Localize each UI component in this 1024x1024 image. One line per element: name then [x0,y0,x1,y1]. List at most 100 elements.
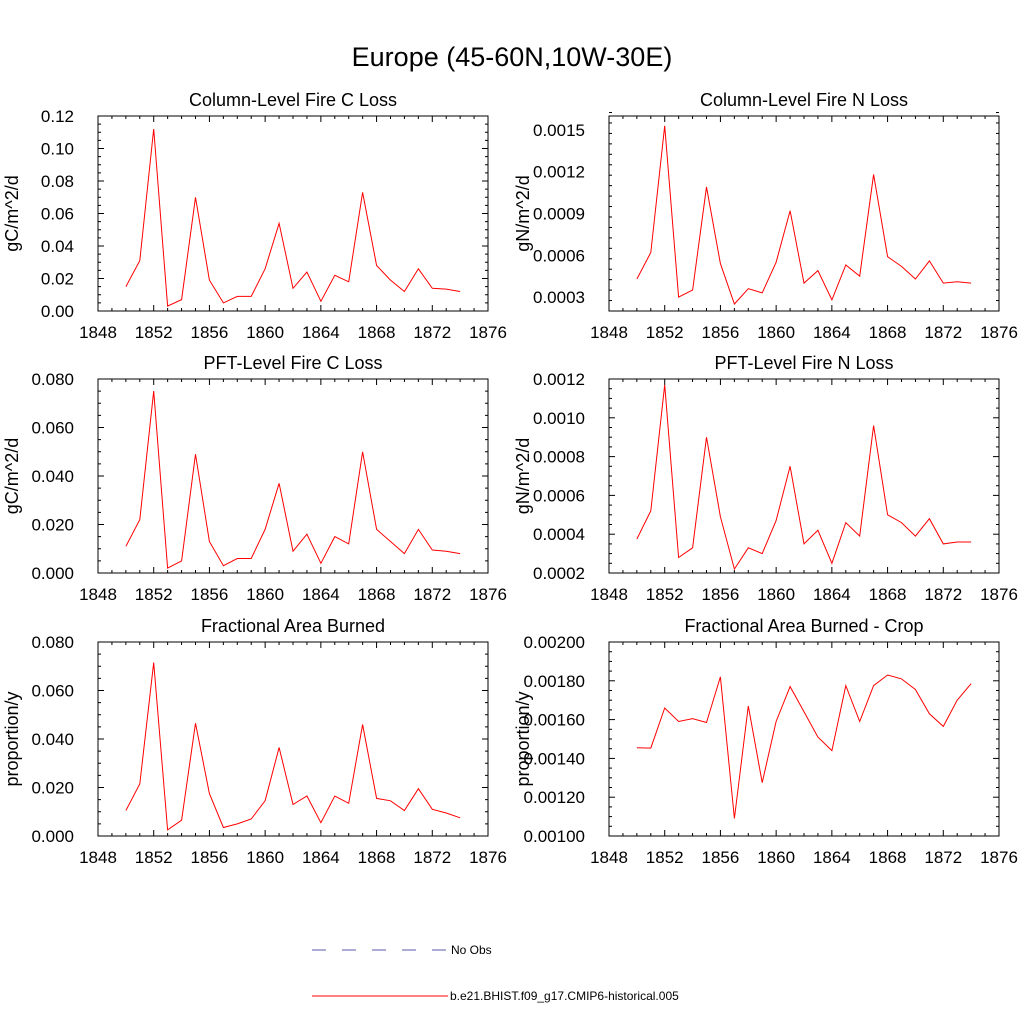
data-point [719,515,722,518]
y-tick-label: 0.0015 [533,121,585,140]
y-tick-label: 0.020 [31,516,74,535]
data-point [719,262,722,265]
y-axis-label: gN/m^2/d [513,438,533,514]
data-point [663,706,666,709]
data-point [236,822,239,825]
data-point [747,546,750,549]
x-tick-label: 1852 [135,585,173,604]
data-point [305,271,308,274]
data-point [236,295,239,298]
data-point [970,540,973,543]
x-tick-label: 1876 [469,848,507,867]
data-point [250,818,253,821]
data-point [858,275,861,278]
y-axis-label: proportion/y [513,691,533,786]
x-tick-label: 1872 [924,323,962,342]
y-tick-label: 0.0009 [533,205,585,224]
y-tick-label: 0.0006 [533,486,585,505]
panels: Column-Level Fire C Loss 1848 1852 1856 1860… [2,90,1018,867]
data-point [844,684,847,687]
data-point [914,688,917,691]
x-tick-label: 1868 [358,585,396,604]
data-point [635,538,638,541]
data-point [970,682,973,685]
data-point [803,710,806,713]
x-tick-label: 1868 [869,848,907,867]
x-tick-label: 1864 [813,848,851,867]
data-point [292,550,295,553]
data-point [333,274,336,277]
y-tick-label: 0.060 [31,419,74,438]
data-point [761,291,764,294]
data-point [333,794,336,797]
legend: No Obs b.e21.BHIST.f09_g17.CMIP6-histori… [312,943,679,1003]
data-point [250,295,253,298]
data-point [361,191,364,194]
x-tick-label: 1848 [79,848,117,867]
data-point [886,255,889,258]
panel-title: Column-Level Fire C Loss [189,90,397,110]
data-point [775,261,778,264]
data-point [942,725,945,728]
data-point [733,817,736,820]
y-tick-label: 0.040 [31,730,74,749]
data-point [389,540,392,543]
y-tick-label: 0.080 [31,370,74,389]
data-point [872,684,875,687]
data-point [333,535,336,538]
data-point [138,259,141,262]
panel-column-level-fire-n-loss: Column-Level Fire N Loss 1848 1852 1856 1860… [513,90,1018,342]
data-point [733,303,736,306]
y-tick-label: 0.00160 [524,711,585,730]
series-line [636,384,972,571]
data-point [166,567,169,570]
x-tick-label: 1860 [246,323,284,342]
series-line [125,128,461,307]
data-point [194,453,197,456]
data-point [431,808,434,811]
x-tick-label: 1876 [980,323,1018,342]
data-point [208,540,211,543]
series-line [636,125,972,305]
data-point [292,287,295,290]
y-axis-label: proportion/y [2,691,22,786]
data-point [264,267,267,270]
plot-frame [97,641,489,837]
y-tick-label: 0.0008 [533,448,585,467]
data-point [389,279,392,282]
data-point [928,517,931,520]
data-point [417,528,420,531]
data-point [789,209,792,212]
data-point [208,792,211,795]
x-tick-label: 1868 [869,323,907,342]
data-point [403,809,406,812]
data-point [222,301,225,304]
data-point [459,290,462,293]
x-tick-label: 1876 [469,323,507,342]
y-axis-label: gN/m^2/d [513,175,533,251]
x-tick-label: 1852 [646,585,684,604]
data-point [830,749,833,752]
data-point [649,747,652,750]
panel-title: Fractional Area Burned [201,616,385,636]
data-point [914,535,917,538]
y-axis-label: gC/m^2/d [2,175,22,251]
x-tick-label: 1864 [813,585,851,604]
x-tick-label: 1856 [702,323,740,342]
series-line [125,391,461,569]
data-point [459,816,462,819]
x-tick-label: 1860 [757,323,795,342]
series-line [636,674,972,819]
panel-pft-level-fire-c-loss: PFT-Level Fire C Loss 1848 1852 1856 1860 186… [2,353,507,604]
plot-frame [97,115,489,312]
data-point [956,540,959,543]
x-tick-label: 1852 [135,848,173,867]
data-point [166,828,169,831]
x-tick-label: 1856 [702,585,740,604]
x-tick-label: 1852 [135,323,173,342]
y-tick-label: 0.00120 [524,788,585,807]
data-point [747,705,750,708]
data-point [445,550,448,553]
data-point [180,298,183,301]
x-tick-label: 1848 [79,323,117,342]
